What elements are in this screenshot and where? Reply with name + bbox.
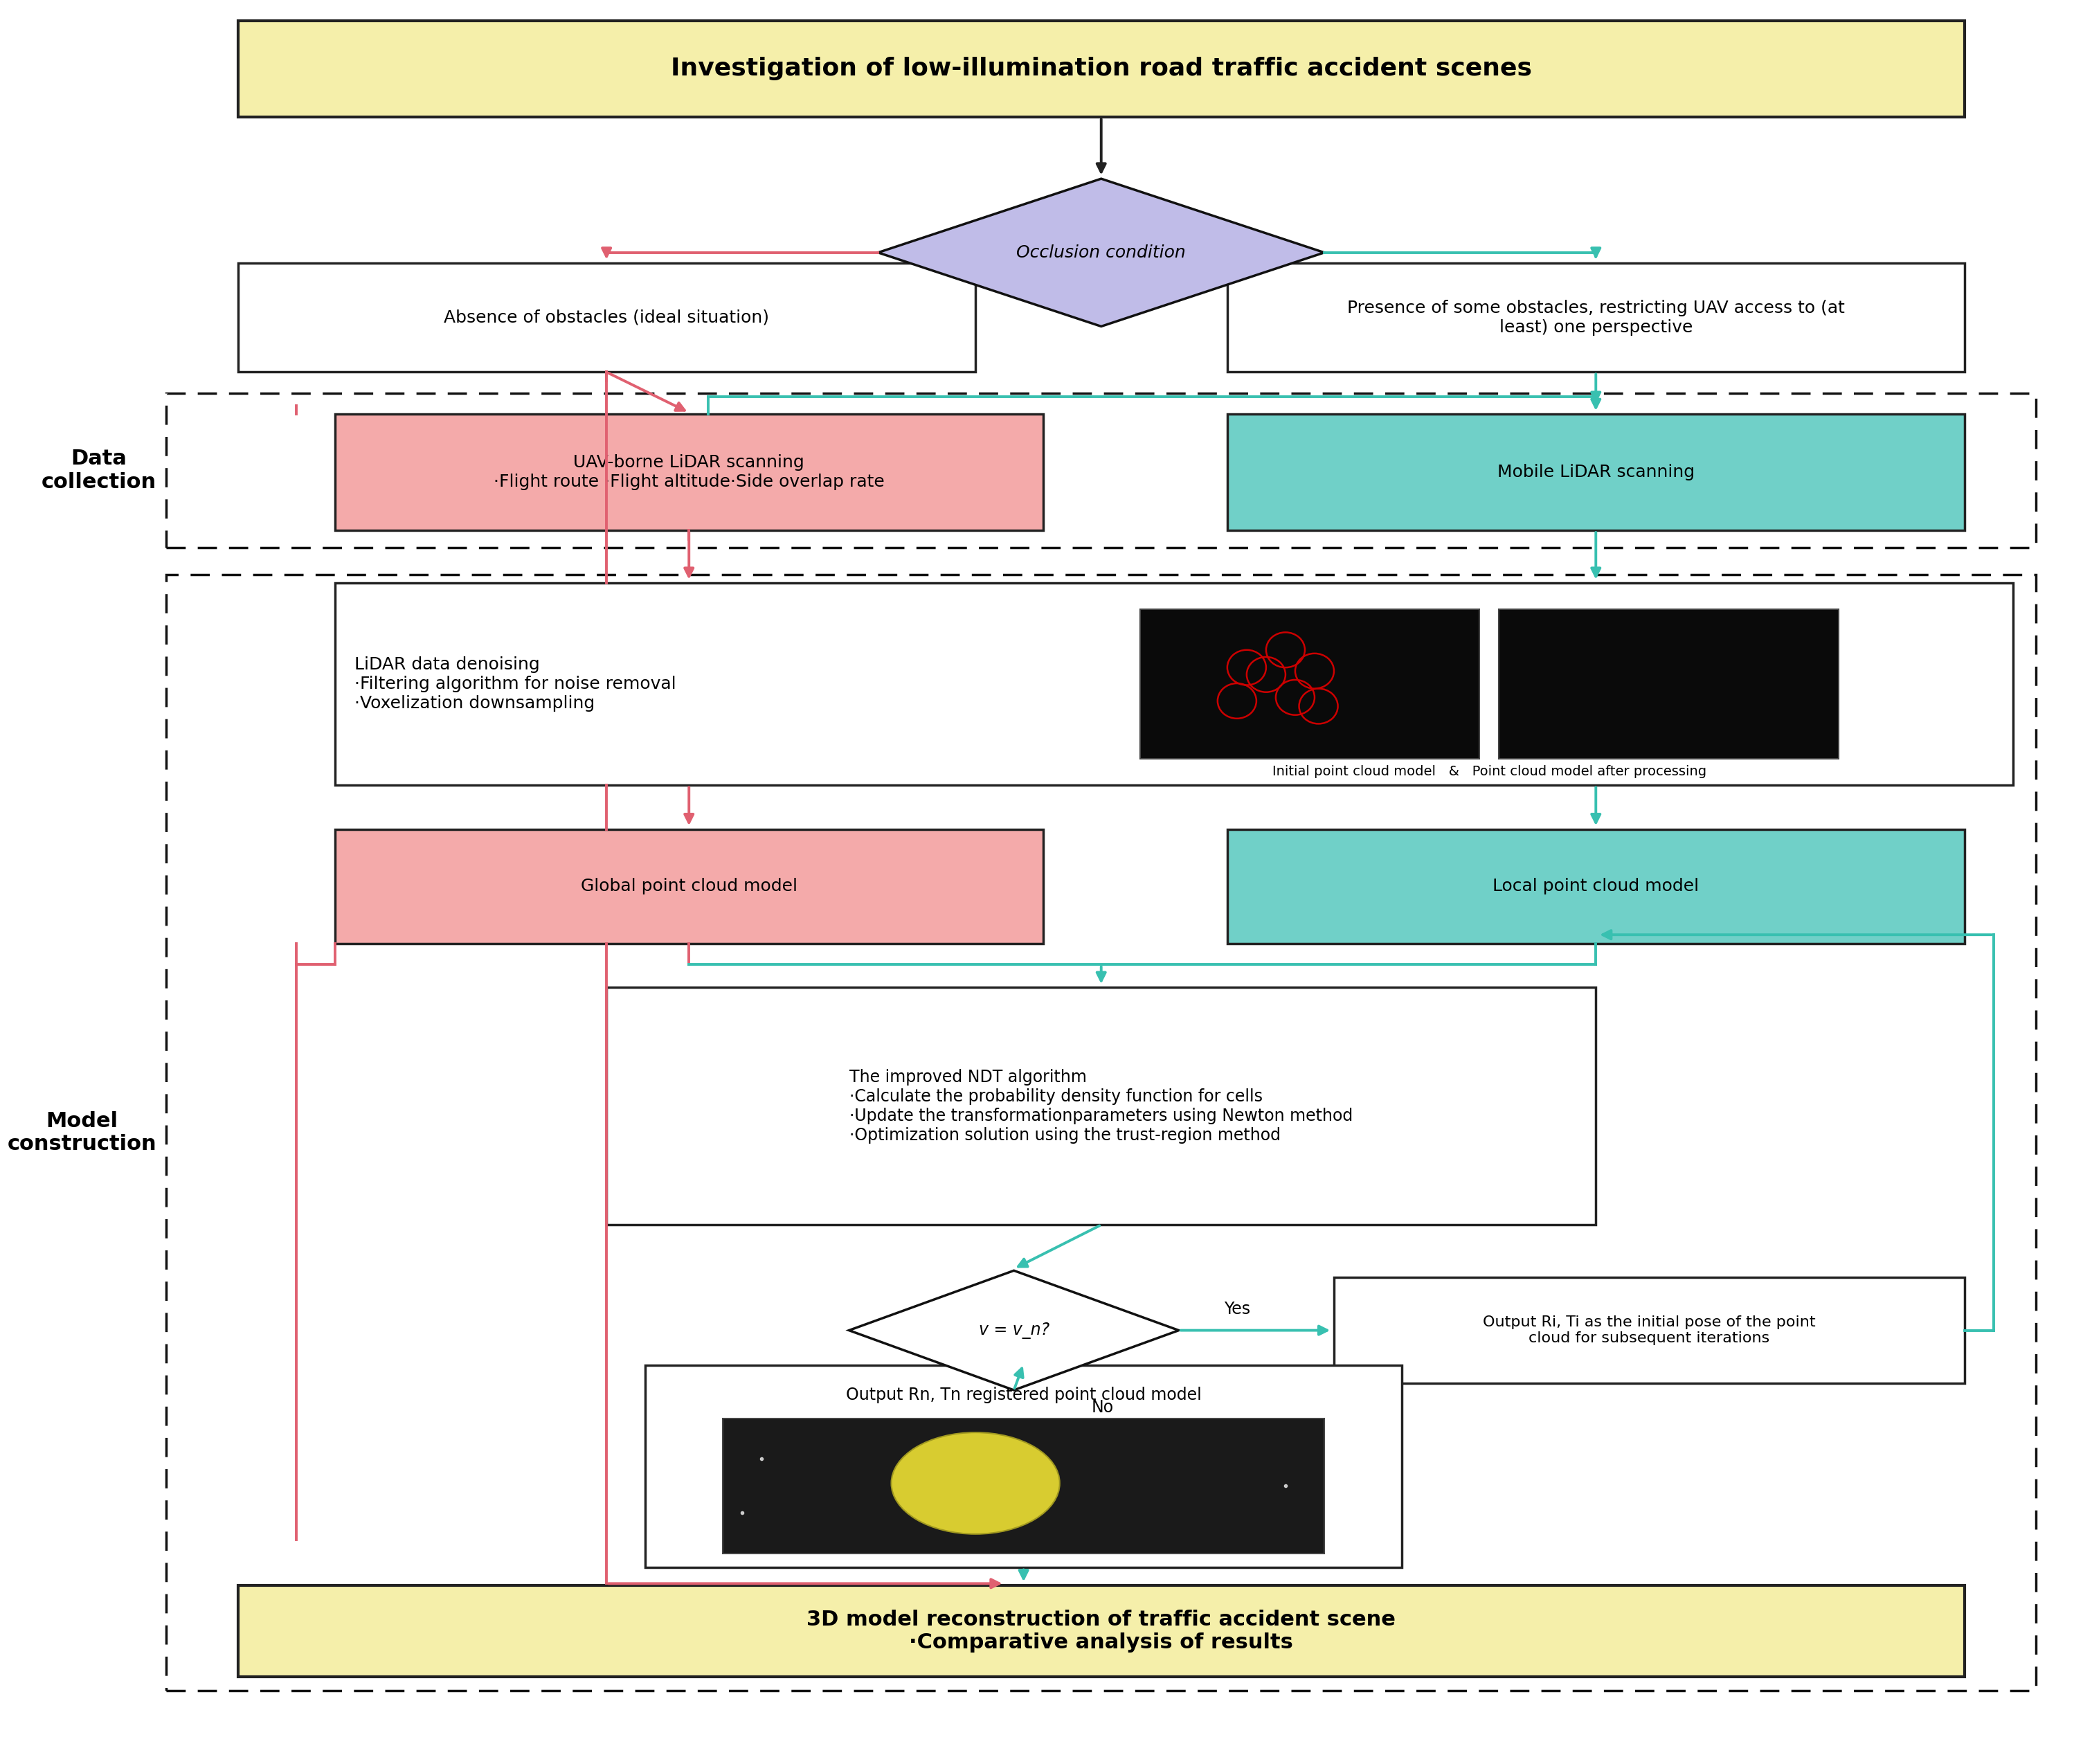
Text: Yes: Yes: [1224, 1300, 1251, 1318]
FancyBboxPatch shape: [645, 1365, 1402, 1568]
Text: Output Rn, Tn registered point cloud model: Output Rn, Tn registered point cloud mod…: [846, 1387, 1201, 1402]
Polygon shape: [877, 178, 1325, 326]
FancyBboxPatch shape: [334, 584, 2014, 785]
Text: Model
construction: Model construction: [6, 1111, 156, 1154]
FancyBboxPatch shape: [334, 829, 1043, 944]
FancyBboxPatch shape: [1141, 610, 1479, 759]
Text: Data
collection: Data collection: [41, 448, 156, 492]
FancyBboxPatch shape: [166, 393, 2037, 549]
Text: v = v_n?: v = v_n?: [979, 1321, 1049, 1339]
Text: Investigation of low-illumination road traffic accident scenes: Investigation of low-illumination road t…: [670, 56, 1533, 81]
FancyBboxPatch shape: [1228, 263, 1964, 372]
Text: The improved NDT algorithm
·Calculate the probability density function for cells: The improved NDT algorithm ·Calculate th…: [850, 1069, 1352, 1143]
Text: UAV-borne LiDAR scanning
·Flight route ·Flight altitude·Side overlap rate: UAV-borne LiDAR scanning ·Flight route ·…: [494, 455, 884, 490]
FancyBboxPatch shape: [606, 988, 1595, 1224]
FancyBboxPatch shape: [239, 1586, 1964, 1678]
Ellipse shape: [892, 1432, 1060, 1535]
Text: Global point cloud model: Global point cloud model: [581, 878, 796, 894]
Text: Output Ri, Ti as the initial pose of the point
cloud for subsequent iterations: Output Ri, Ti as the initial pose of the…: [1483, 1316, 1815, 1346]
FancyBboxPatch shape: [239, 263, 975, 372]
Text: 3D model reconstruction of traffic accident scene
·Comparative analysis of resul: 3D model reconstruction of traffic accid…: [807, 1609, 1396, 1653]
FancyBboxPatch shape: [334, 415, 1043, 531]
FancyBboxPatch shape: [1334, 1277, 1964, 1383]
FancyBboxPatch shape: [724, 1418, 1325, 1554]
FancyBboxPatch shape: [239, 21, 1964, 116]
Text: Absence of obstacles (ideal situation): Absence of obstacles (ideal situation): [444, 309, 769, 326]
Text: LiDAR data denoising
·Filtering algorithm for noise removal
·Voxelization downsa: LiDAR data denoising ·Filtering algorith…: [355, 656, 676, 711]
FancyBboxPatch shape: [166, 575, 2037, 1690]
Polygon shape: [848, 1270, 1178, 1390]
Text: Occlusion condition: Occlusion condition: [1016, 243, 1186, 261]
Text: Local point cloud model: Local point cloud model: [1493, 878, 1699, 894]
Text: Presence of some obstacles, restricting UAV access to (at
least) one perspective: Presence of some obstacles, restricting …: [1346, 300, 1844, 335]
Text: Initial point cloud model   &   Point cloud model after processing: Initial point cloud model & Point cloud …: [1271, 766, 1707, 778]
FancyBboxPatch shape: [1500, 610, 1838, 759]
FancyBboxPatch shape: [1228, 415, 1964, 531]
FancyBboxPatch shape: [1228, 829, 1964, 944]
Text: No: No: [1091, 1399, 1114, 1416]
Text: Mobile LiDAR scanning: Mobile LiDAR scanning: [1497, 464, 1694, 480]
